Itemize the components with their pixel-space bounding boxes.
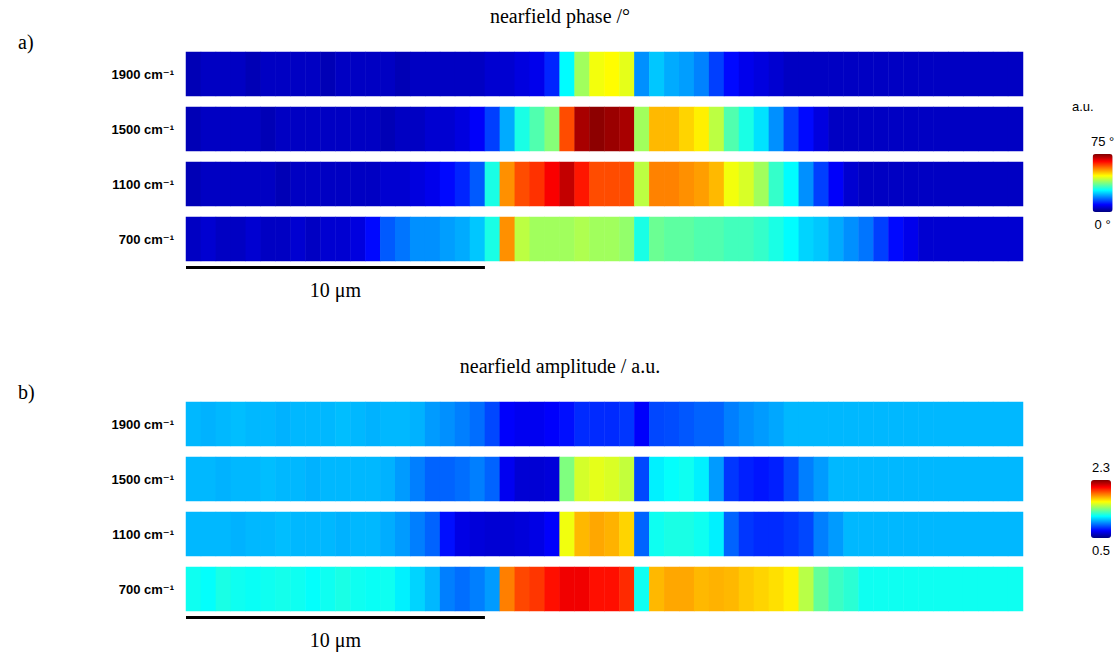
svg-text:2.3: 2.3 [1092, 460, 1110, 475]
svg-text:1100 cm⁻¹: 1100 cm⁻¹ [112, 177, 174, 192]
svg-text:0.5: 0.5 [1092, 543, 1110, 558]
svg-text:0 °: 0 ° [1095, 217, 1111, 232]
svg-text:10 μm: 10 μm [310, 279, 362, 302]
svg-text:b): b) [18, 381, 35, 404]
svg-text:a): a) [18, 31, 34, 54]
svg-text:nearfield amplitude / a.u.: nearfield amplitude / a.u. [460, 355, 660, 378]
svg-text:1900 cm⁻¹: 1900 cm⁻¹ [111, 417, 174, 432]
svg-text:10 μm: 10 μm [310, 629, 362, 652]
svg-text:700 cm⁻¹: 700 cm⁻¹ [119, 582, 174, 597]
svg-text:nearfield phase /°: nearfield phase /° [490, 5, 630, 28]
svg-text:1500 cm⁻¹: 1500 cm⁻¹ [111, 472, 174, 487]
svg-text:1900 cm⁻¹: 1900 cm⁻¹ [111, 67, 174, 82]
svg-text:75 °: 75 ° [1091, 134, 1114, 149]
svg-text:1500 cm⁻¹: 1500 cm⁻¹ [111, 122, 174, 137]
svg-text:a.u.: a.u. [1072, 99, 1094, 114]
svg-text:1100 cm⁻¹: 1100 cm⁻¹ [112, 527, 174, 542]
svg-text:700 cm⁻¹: 700 cm⁻¹ [119, 232, 174, 247]
